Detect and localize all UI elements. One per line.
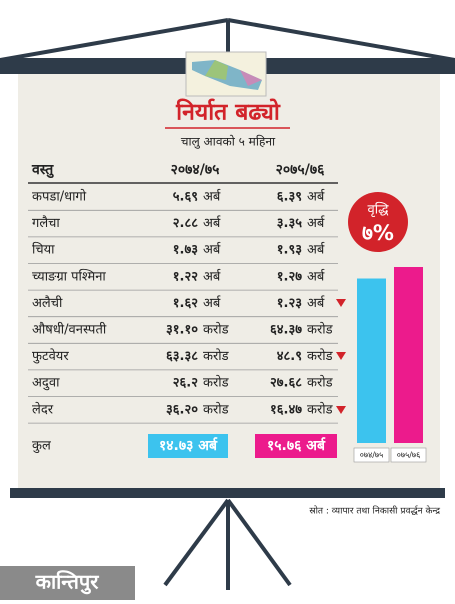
unit: अर्ब	[203, 189, 221, 205]
bar-label-box	[390, 447, 427, 463]
value: ६४.३७	[270, 323, 302, 338]
unit: करोड	[203, 375, 230, 391]
value: ३६.२०	[166, 402, 198, 417]
unit: करोड	[307, 401, 334, 417]
growth-label: वृद्धि	[368, 202, 390, 218]
subtitle: चालु आवको ५ महिना	[181, 135, 276, 150]
unit: करोड	[203, 322, 230, 338]
item-name: फुटवेयर	[32, 348, 69, 364]
item-name: चिया	[32, 242, 55, 258]
unit: अर्ब	[203, 295, 221, 311]
value: ३.३५	[277, 216, 302, 231]
col-header: २०७५/७६	[276, 162, 326, 178]
bar-chart: ०७४/७५ ०७५/७६	[353, 267, 427, 463]
bar	[394, 267, 423, 443]
item-name: च्याङग्रा पश्मिना	[32, 268, 106, 284]
value: १.७३	[173, 243, 198, 258]
bar-label: ०७५/७६	[397, 451, 421, 460]
value: २६.२	[173, 376, 198, 391]
unit: अर्ब	[203, 242, 221, 258]
unit: करोड	[307, 348, 334, 364]
total-box	[255, 434, 337, 458]
logo: कान्तिपुर	[35, 570, 100, 595]
value: २.८८	[173, 216, 198, 231]
unit: अर्ब	[203, 215, 221, 231]
bar-label-box	[353, 447, 390, 463]
value: ६३.३८	[166, 349, 198, 364]
growth-value: ७%	[362, 221, 394, 245]
item-name: लेदर	[32, 401, 54, 417]
value: १.६२	[173, 296, 198, 311]
unit: अर्ब	[307, 295, 325, 311]
total-value: १४.७३ अर्ब	[159, 437, 218, 454]
table: वस्तु २०७४/७५ २०७५/७६ कपडा/धागो ५.६९ अर्ब ६…	[28, 162, 338, 424]
item-name: गलैचा	[32, 215, 60, 231]
value: ५.६९	[173, 190, 198, 205]
total-label: कुल	[32, 439, 51, 454]
col-header: वस्तु	[31, 162, 54, 179]
unit: करोड	[307, 322, 334, 338]
decline-arrows	[336, 299, 346, 414]
unit: करोड	[203, 401, 230, 417]
unit: अर्ब	[307, 215, 325, 231]
total-box	[148, 434, 228, 458]
item-name: औषधी/वनस्पती	[32, 322, 107, 338]
col-header: २०७४/७५	[171, 162, 220, 178]
stand	[0, 18, 455, 590]
unit: करोड	[307, 375, 334, 391]
item-name: कपडा/धागो	[32, 189, 87, 205]
value: ४८.९	[277, 349, 302, 364]
logo-box	[0, 566, 135, 600]
value: १६.४७	[270, 402, 302, 417]
value: १.२३	[277, 296, 302, 311]
growth-badge	[348, 192, 408, 252]
total-value: १५.७६ अर्ब	[267, 437, 326, 454]
value: १.९३	[277, 243, 302, 258]
map-icon	[185, 51, 267, 97]
value: ३१.१०	[166, 323, 198, 338]
unit: अर्ब	[203, 268, 221, 284]
bar	[357, 278, 386, 443]
value: १.२२	[173, 269, 198, 284]
value: १.२७	[277, 269, 302, 284]
item-name: अदुवा	[32, 376, 60, 391]
value: २७.६८	[270, 376, 302, 391]
source: स्रोत : व्यापार तथा निकासी प्रवर्द्धन के…	[309, 505, 440, 517]
unit: अर्ब	[307, 242, 325, 258]
value: ६.३९	[277, 190, 302, 205]
unit: करोड	[203, 348, 230, 364]
bar-label: ०७४/७५	[360, 451, 384, 460]
bottom-bar	[10, 488, 445, 498]
unit: अर्ब	[307, 268, 325, 284]
title: निर्यात बढ्यो	[175, 98, 281, 126]
unit: अर्ब	[307, 189, 325, 205]
item-name: अलैची	[32, 295, 63, 311]
